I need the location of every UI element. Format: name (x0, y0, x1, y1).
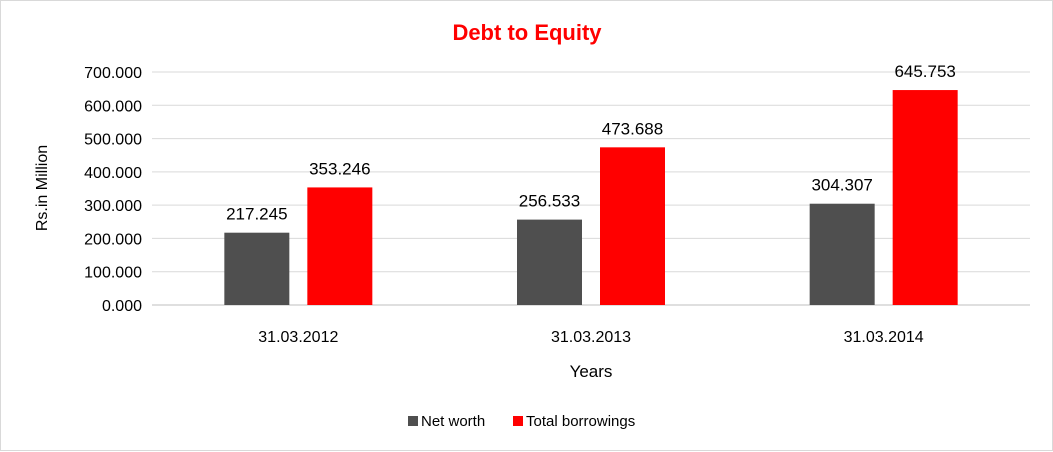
y-tick-label: 300.000 (84, 198, 142, 215)
legend-label: Net worth (421, 413, 485, 430)
y-tick-label: 0.000 (102, 298, 142, 315)
y-axis-ticks: 0.000 100.000 200.000 300.000 400.000 500.000… (84, 65, 142, 315)
y-tick-label: 700.000 (84, 65, 142, 82)
data-label: 217.245 (226, 205, 287, 224)
data-label: 256.533 (519, 192, 580, 211)
data-label: 304.307 (811, 176, 872, 195)
bar-total-borrowings (892, 90, 958, 305)
y-tick-label: 400.000 (84, 165, 142, 182)
bar-total-borrowings (307, 187, 373, 305)
legend-label: Total borrowings (526, 413, 635, 430)
y-tick-label: 200.000 (84, 231, 142, 248)
y-tick-label: 500.000 (84, 132, 142, 149)
bar-net-worth (517, 219, 582, 305)
x-axis-ticks: 31.03.2012 31.03.2013 31.03.2014 (258, 329, 924, 346)
legend-swatch (513, 416, 523, 426)
data-labels: 217.245 353.246 256.533 473.688 304.307 645.7… (226, 62, 956, 224)
data-label: 473.688 (602, 119, 663, 138)
chart-title: Debt to Equity (452, 20, 602, 45)
data-label: 645.753 (894, 62, 955, 81)
y-tick-label: 100.000 (84, 265, 142, 282)
legend: Net worth Total borrowings (408, 413, 635, 430)
bar-net-worth (224, 232, 290, 305)
x-axis-label: Years (570, 362, 613, 381)
x-tick-label: 31.03.2012 (258, 329, 338, 346)
bar-total-borrowings (600, 147, 665, 305)
y-axis-label: Rs.in Million (34, 145, 51, 231)
legend-swatch (408, 416, 418, 426)
y-tick-label: 600.000 (84, 98, 142, 115)
x-tick-label: 31.03.2013 (551, 329, 631, 346)
gridlines (152, 71, 1030, 306)
bars (224, 90, 958, 305)
data-label: 353.246 (309, 159, 370, 178)
bar-net-worth (809, 203, 875, 305)
x-tick-label: 31.03.2014 (844, 329, 924, 346)
